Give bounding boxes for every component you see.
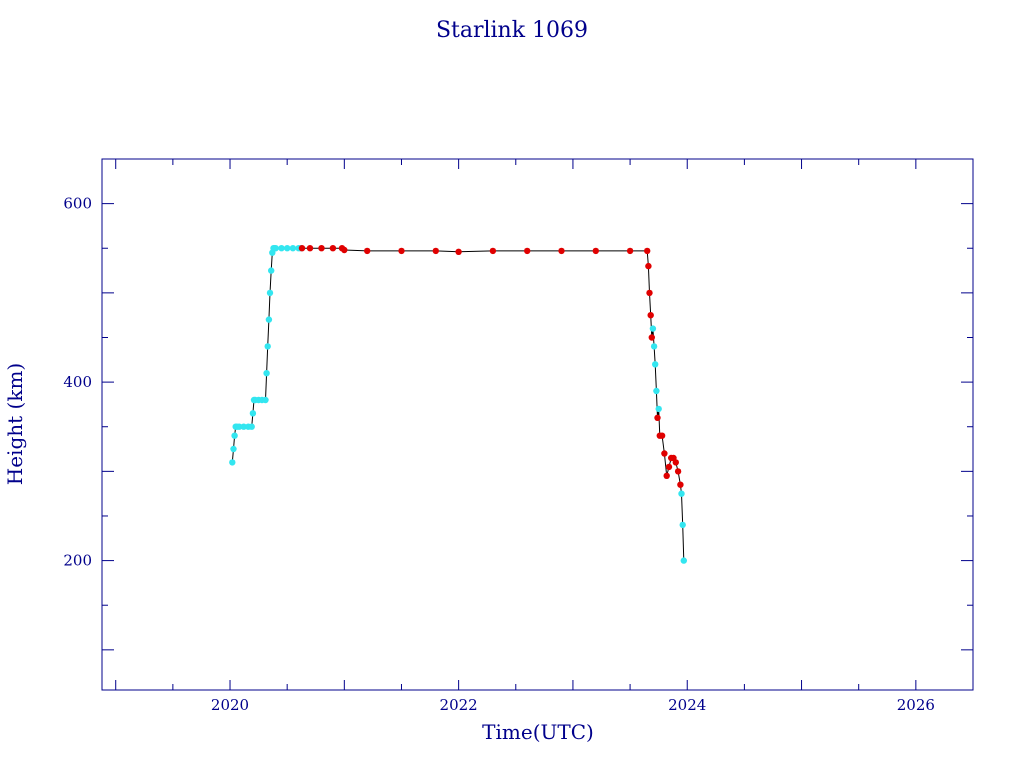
data-point-cyan: [266, 289, 274, 297]
data-point-cyan: [265, 316, 273, 323]
data-point-cyan: [289, 245, 297, 252]
data-point-red: [318, 245, 325, 252]
data-point-cyan: [264, 343, 271, 350]
data-point-red: [592, 247, 599, 255]
data-point-red: [455, 248, 462, 255]
y-tick-label: 600: [63, 195, 92, 213]
data-point-red: [646, 289, 653, 297]
data-point-red: [524, 247, 531, 255]
data-point-red: [398, 247, 405, 255]
data-point-cyan: [229, 459, 236, 466]
data-point-red: [658, 432, 666, 439]
data-point-red: [489, 247, 497, 255]
data-point-red: [663, 472, 670, 479]
data-point-cyan: [268, 267, 275, 274]
data-point-red: [661, 450, 668, 457]
data-point-red: [364, 247, 371, 255]
data-point-red: [648, 334, 655, 341]
data-points: [229, 245, 687, 564]
y-tick-label: 200: [63, 552, 92, 570]
data-point-cyan: [262, 396, 269, 404]
data-point-red: [645, 262, 652, 270]
data-point-red: [306, 245, 314, 252]
data-point-cyan: [649, 325, 657, 332]
tick-labels: 2020 2022 2024 2026 200 400 600: [63, 195, 935, 714]
data-point-red: [665, 463, 673, 471]
data-point-cyan: [248, 423, 255, 430]
x-tick-label: 2022: [440, 696, 478, 714]
data-point-cyan: [284, 245, 291, 252]
data-point-cyan: [263, 370, 270, 377]
data-point-red: [644, 247, 651, 255]
chart-title: Starlink 1069: [436, 18, 588, 43]
y-axis-label: Height (km): [3, 363, 27, 485]
data-point-cyan: [278, 245, 285, 252]
data-point-red: [432, 247, 439, 255]
data-point-cyan: [249, 410, 257, 417]
x-tick-label: 2024: [668, 696, 706, 714]
data-point-red: [626, 247, 634, 255]
data-point-cyan: [679, 521, 686, 529]
data-point-cyan: [655, 405, 662, 413]
data-point-red: [341, 246, 348, 254]
data-point-cyan: [272, 245, 279, 252]
x-tick-label: 2026: [897, 696, 935, 714]
x-axis-label: Time(UTC): [482, 720, 594, 744]
data-point-cyan: [653, 387, 660, 395]
plot-frame: [101, 158, 974, 691]
data-point-red: [298, 245, 306, 252]
data-point-cyan: [240, 423, 247, 430]
data-point-cyan: [678, 490, 685, 497]
data-point-cyan: [652, 361, 659, 368]
data-point-cyan: [236, 423, 243, 430]
data-point-red: [677, 481, 684, 488]
data-point-cyan: [650, 343, 658, 350]
axis-ticks: [102, 158, 974, 690]
data-point-red: [647, 312, 654, 319]
data-point-red: [558, 247, 565, 255]
data-point-cyan: [230, 445, 237, 453]
data-point-red: [329, 245, 337, 252]
data-point-red: [674, 468, 682, 475]
data-point-cyan: [231, 432, 238, 439]
data-point-red: [672, 459, 679, 466]
x-tick-label: 2020: [211, 696, 249, 714]
data-point-red: [654, 414, 661, 421]
trajectory-line: [231, 247, 685, 561]
data-point-cyan: [680, 557, 687, 564]
y-tick-label: 400: [63, 373, 92, 391]
